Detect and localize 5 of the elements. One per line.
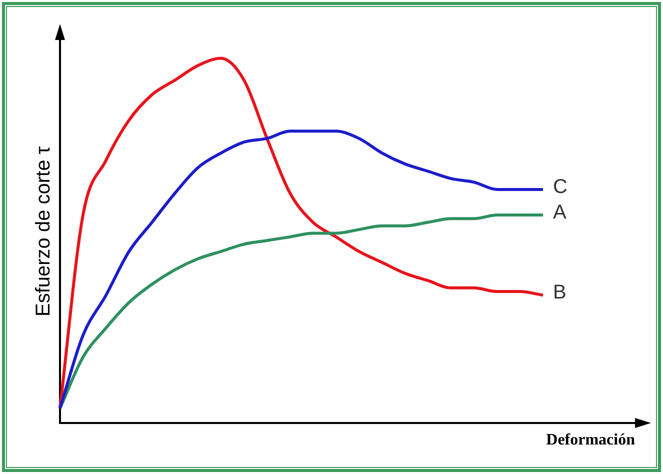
series-label: C — [553, 176, 568, 198]
x-axis-title: Deformación — [546, 432, 636, 449]
y-axis-title: Esfuerzo de corte τ — [32, 146, 55, 317]
series-label: A — [553, 202, 567, 224]
series-label: B — [553, 282, 566, 304]
